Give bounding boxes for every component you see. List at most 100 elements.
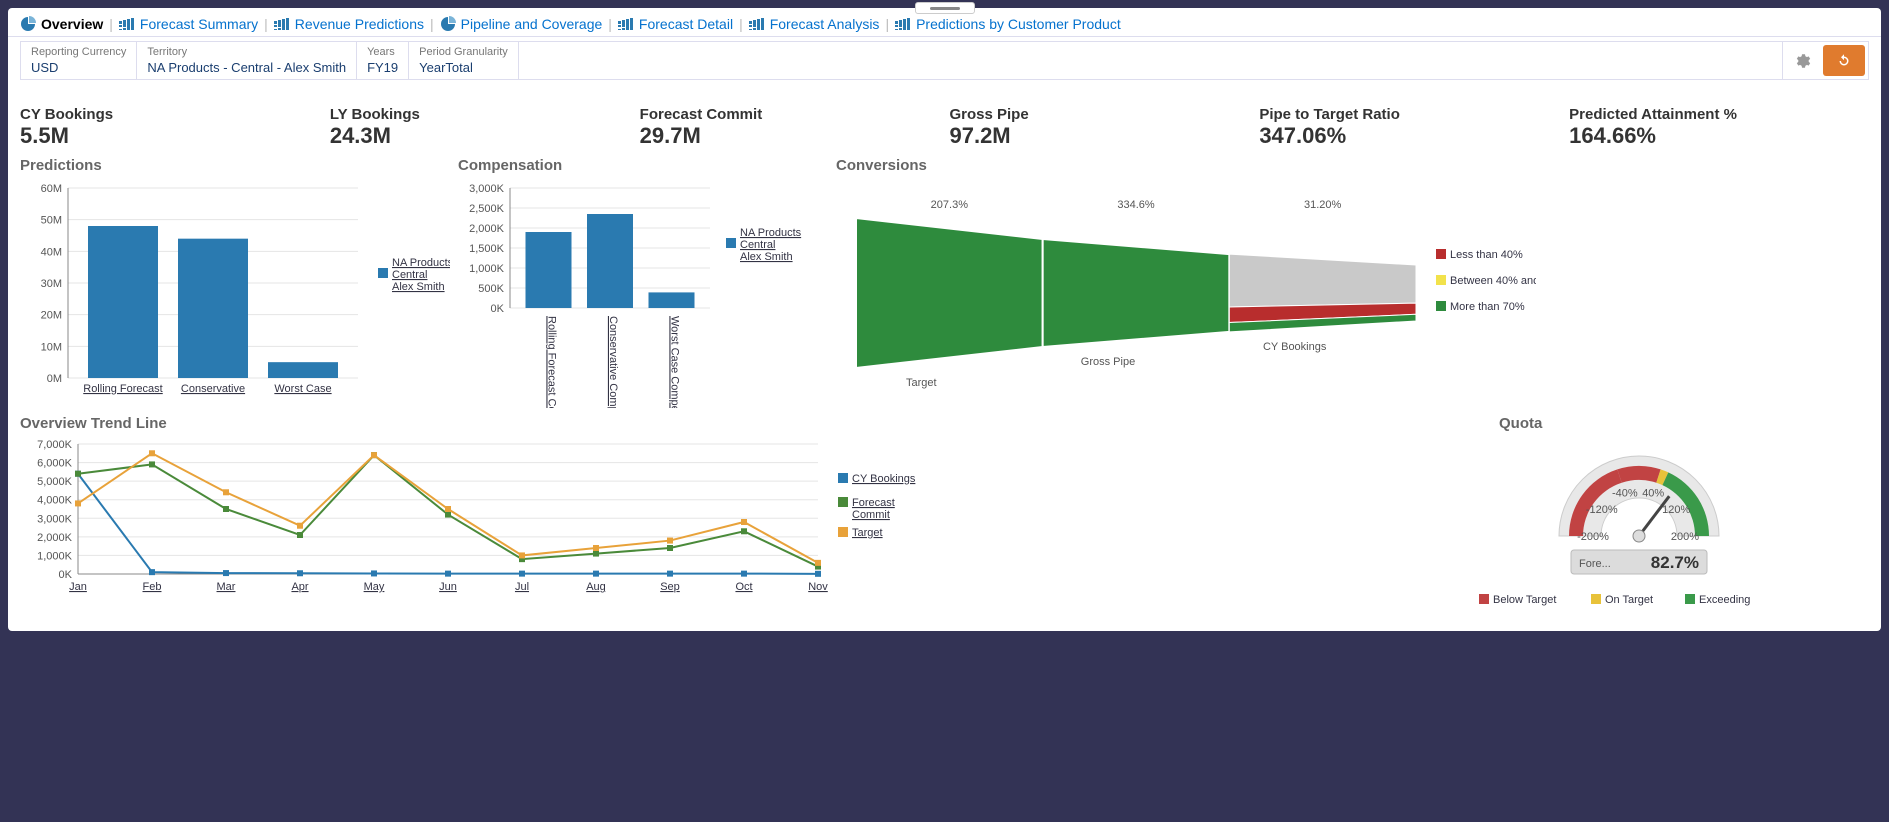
dashboard-panel: Overview|Forecast Summary|Revenue Predic… [8, 8, 1881, 631]
svg-text:Less than 40%: Less than 40% [1450, 249, 1523, 261]
bars-icon [895, 16, 911, 32]
svg-text:3,000K: 3,000K [469, 183, 505, 195]
kpi-label: Predicted Attainment % [1569, 106, 1869, 123]
bars-icon [749, 16, 765, 32]
svg-text:1,000K: 1,000K [37, 550, 73, 562]
filter-label: Territory [147, 46, 346, 58]
kpi-label: Forecast Commit [640, 106, 940, 123]
svg-text:10M: 10M [41, 341, 62, 353]
svg-text:40%: 40% [1642, 487, 1664, 499]
svg-text:3,000K: 3,000K [37, 513, 73, 525]
conversions-chart: 207.3%Target334.6%Gross Pipe31.20%CY Boo… [836, 178, 1536, 408]
svg-text:Apr: Apr [291, 581, 308, 593]
tab-label: Revenue Predictions [295, 16, 424, 32]
svg-text:1,500K: 1,500K [469, 243, 505, 255]
kpi-value: 5.5M [20, 123, 320, 149]
svg-text:20M: 20M [41, 310, 62, 322]
tab-pipeline-and-coverage[interactable]: Pipeline and Coverage [440, 16, 603, 32]
svg-text:Mar: Mar [217, 581, 236, 593]
tab-overview[interactable]: Overview [20, 16, 103, 32]
predictions-chart: 0M10M20M30M40M50M60MRolling ForecastCons… [20, 178, 450, 408]
compensation-section: Compensation 0K500K1,000K1,500K2,000K2,5… [458, 157, 828, 411]
svg-text:Forecast: Forecast [852, 497, 895, 509]
tab-label: Predictions by Customer Product [916, 16, 1121, 32]
tab-label: Forecast Summary [140, 16, 258, 32]
filters-row: Reporting CurrencyUSD Territory NA Product… [20, 41, 1869, 80]
svg-text:May: May [364, 581, 385, 593]
svg-text:500K: 500K [478, 283, 504, 295]
filter-label: Years [367, 46, 398, 58]
filter-reporting-currency[interactable]: Reporting CurrencyUSD [21, 42, 137, 79]
svg-text:Rolling Forecast: Rolling Forecast [83, 383, 162, 395]
svg-text:Target: Target [852, 527, 883, 539]
svg-text:Below Target: Below Target [1493, 594, 1556, 606]
tab-forecast-detail[interactable]: Forecast Detail [618, 16, 733, 32]
svg-text:Feb: Feb [143, 581, 162, 593]
svg-text:50M: 50M [41, 215, 62, 227]
refresh-button[interactable] [1823, 45, 1865, 76]
svg-text:2,000K: 2,000K [37, 532, 73, 544]
section-title: Compensation [458, 157, 828, 174]
filter-territory[interactable]: Territory NA Products - Central - Alex Sm… [137, 42, 357, 79]
quota-gauge: -200%-120%-40%40%120%200%Fore...82.7%Bel… [1409, 436, 1869, 616]
compensation-chart: 0K500K1,000K1,500K2,000K2,500K3,000KRoll… [458, 178, 828, 408]
kpi-value: 29.7M [640, 123, 940, 149]
svg-text:Target: Target [906, 377, 937, 389]
kpi-forecast-commit: Forecast Commit29.7M [640, 106, 940, 149]
kpi-label: LY Bookings [330, 106, 630, 123]
tab-forecast-analysis[interactable]: Forecast Analysis [749, 16, 880, 32]
svg-text:60M: 60M [41, 183, 62, 195]
svg-text:-120%: -120% [1586, 504, 1618, 516]
conversions-section: Conversions 207.3%Target334.6%Gross Pipe… [836, 157, 1869, 411]
tab-revenue-predictions[interactable]: Revenue Predictions [274, 16, 424, 32]
svg-text:207.3%: 207.3% [931, 199, 969, 211]
svg-text:0M: 0M [47, 373, 62, 385]
svg-text:Sep: Sep [660, 581, 680, 593]
svg-text:334.6%: 334.6% [1117, 199, 1155, 211]
svg-text:Conservative: Conservative [181, 383, 245, 395]
panel-handle[interactable] [915, 2, 975, 14]
section-title: Predictions [20, 157, 450, 174]
svg-text:2,000K: 2,000K [469, 223, 505, 235]
trend-chart: 0K1,000K2,000K3,000K4,000K5,000K6,000K7,… [20, 436, 1040, 616]
kpi-gross-pipe: Gross Pipe97.2M [949, 106, 1249, 149]
svg-text:30M: 30M [41, 278, 62, 290]
kpi-row: CY Bookings5.5MLY Bookings24.3MForecast … [8, 80, 1881, 153]
svg-text:Conservative Compensation: Conservative Compensation [607, 316, 619, 408]
svg-text:Aug: Aug [586, 581, 606, 593]
svg-text:7,000K: 7,000K [37, 439, 73, 451]
tab-label: Pipeline and Coverage [461, 16, 603, 32]
svg-text:Commit: Commit [852, 509, 890, 521]
svg-text:Alex Smith: Alex Smith [740, 251, 793, 263]
svg-text:Central: Central [740, 239, 775, 251]
svg-text:Central: Central [392, 269, 427, 281]
filter-label: Period Granularity [419, 46, 508, 58]
filter-years[interactable]: YearsFY19 [357, 42, 409, 79]
svg-text:1,000K: 1,000K [469, 263, 505, 275]
bars-icon [119, 16, 135, 32]
svg-text:On Target: On Target [1605, 594, 1653, 606]
svg-text:31.20%: 31.20% [1304, 199, 1342, 211]
kpi-predicted-attainment-: Predicted Attainment %164.66% [1569, 106, 1869, 149]
svg-text:NA Products: NA Products [392, 257, 450, 269]
svg-text:CY Bookings: CY Bookings [852, 473, 916, 485]
kpi-value: 347.06% [1259, 123, 1559, 149]
kpi-value: 97.2M [949, 123, 1249, 149]
tab-predictions-by-customer-product[interactable]: Predictions by Customer Product [895, 16, 1121, 32]
settings-button[interactable] [1782, 42, 1820, 79]
svg-text:Jul: Jul [515, 581, 529, 593]
tab-forecast-summary[interactable]: Forecast Summary [119, 16, 258, 32]
bars-icon [618, 16, 634, 32]
kpi-label: Gross Pipe [949, 106, 1249, 123]
filter-value: USD [31, 60, 126, 75]
svg-text:120%: 120% [1662, 504, 1690, 516]
tab-label: Overview [41, 16, 103, 32]
section-title: Quota [1409, 415, 1869, 432]
svg-text:Worst Case: Worst Case [274, 383, 331, 395]
svg-text:4,000K: 4,000K [37, 495, 73, 507]
pie-icon [440, 16, 456, 32]
filter-value: NA Products - Central - Alex Smith [147, 60, 346, 75]
svg-text:200%: 200% [1671, 531, 1699, 543]
filter-period-granularity[interactable]: Period GranularityYearTotal [409, 42, 519, 79]
kpi-cy-bookings: CY Bookings5.5M [20, 106, 320, 149]
